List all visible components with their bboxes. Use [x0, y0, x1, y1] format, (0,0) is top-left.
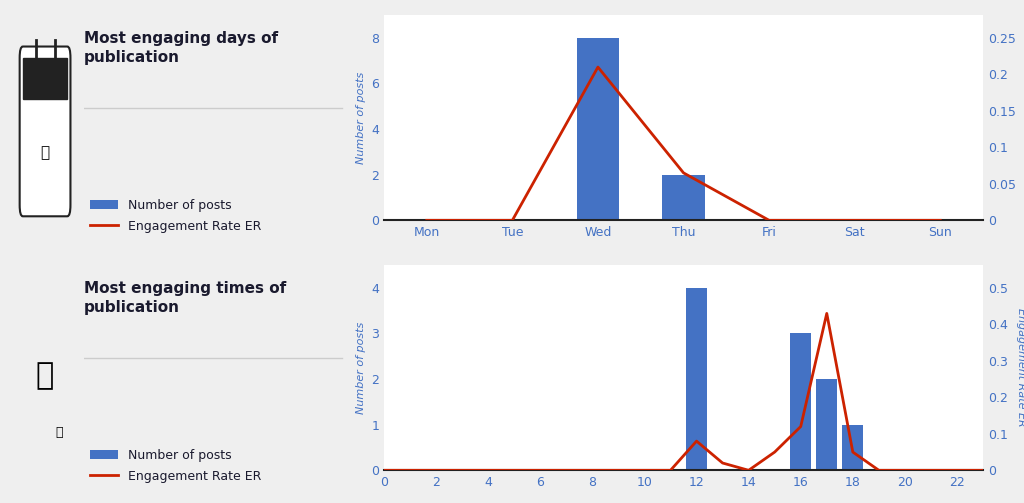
Bar — [843, 425, 863, 470]
Y-axis label: Number of posts: Number of posts — [355, 321, 366, 414]
Bar — [686, 288, 707, 470]
Bar — [791, 333, 811, 470]
Y-axis label: Engagement Rate ER: Engagement Rate ER — [1016, 308, 1024, 427]
Text: 🔥: 🔥 — [41, 145, 49, 160]
Bar — [577, 38, 620, 220]
Bar — [23, 58, 68, 99]
Legend: Number of posts, Engagement Rate ER: Number of posts, Engagement Rate ER — [90, 449, 261, 483]
Text: 🕐: 🕐 — [36, 361, 54, 390]
Text: 🔥: 🔥 — [55, 426, 62, 439]
Bar — [663, 175, 705, 220]
Y-axis label: Number of posts: Number of posts — [355, 71, 366, 164]
Text: Most engaging days of
publication: Most engaging days of publication — [84, 31, 279, 65]
Text: Most engaging times of
publication: Most engaging times of publication — [84, 281, 287, 315]
FancyBboxPatch shape — [19, 46, 71, 216]
Bar — [816, 379, 838, 470]
Legend: Number of posts, Engagement Rate ER: Number of posts, Engagement Rate ER — [90, 199, 261, 233]
